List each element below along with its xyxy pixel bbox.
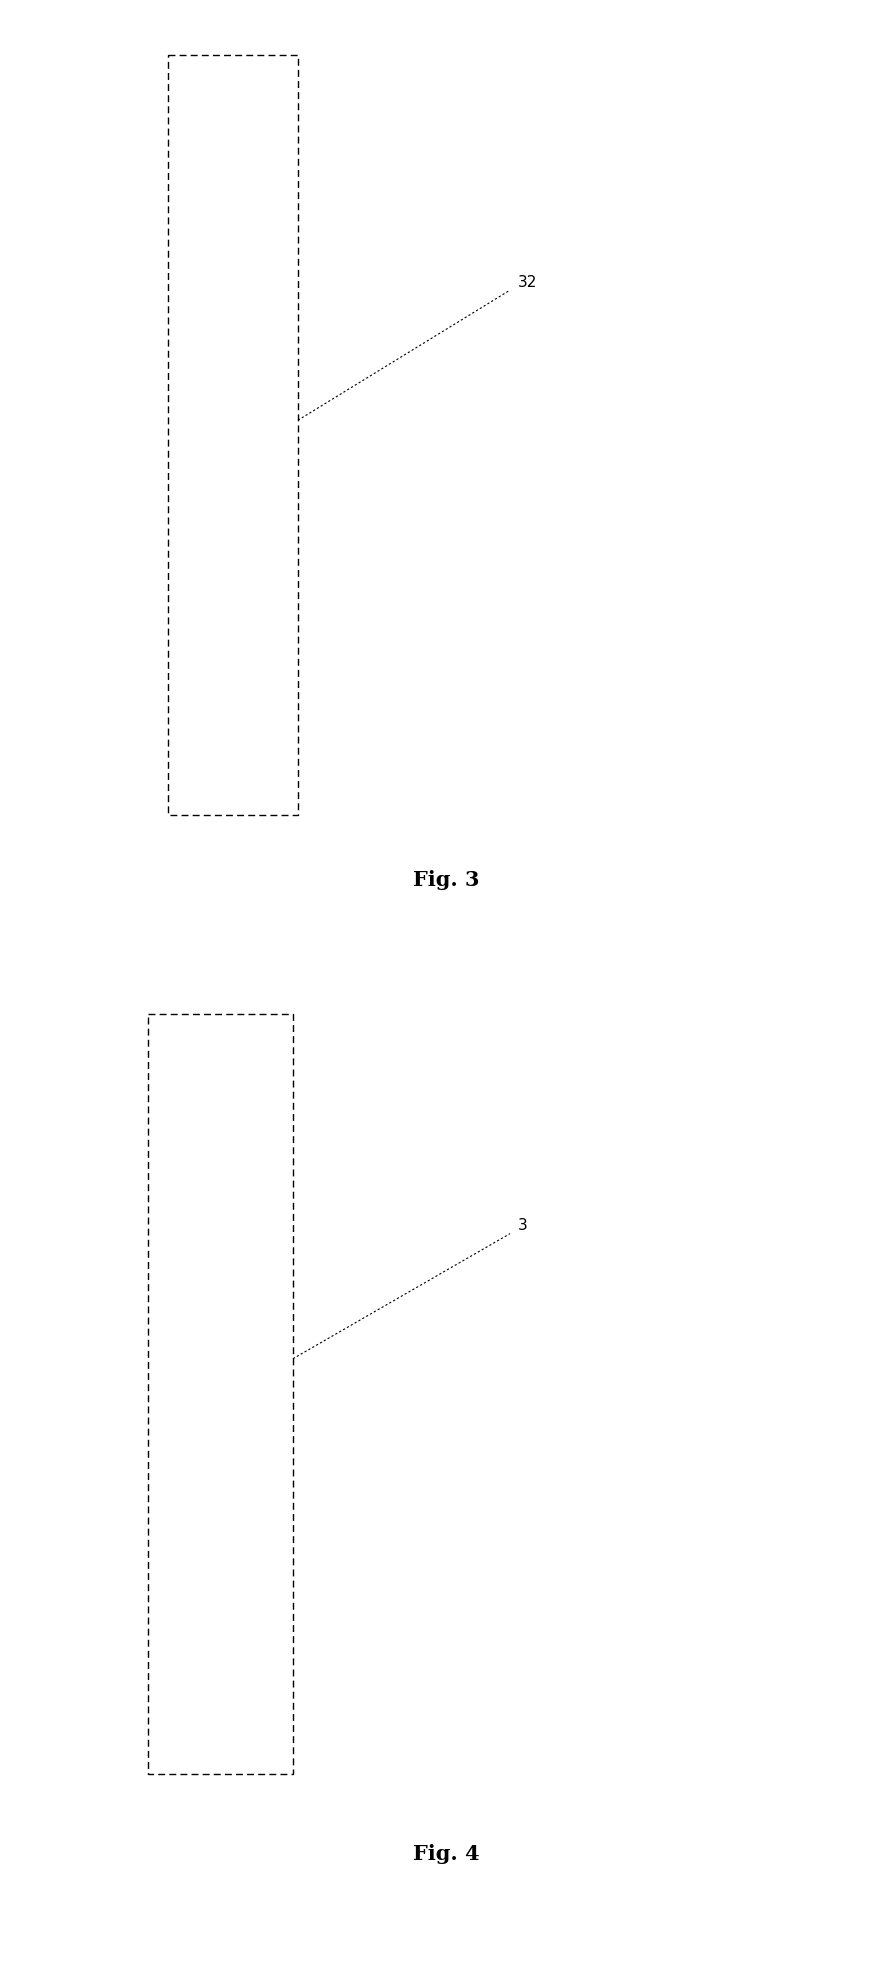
Text: Fig. 4: Fig. 4 (413, 1843, 479, 1865)
Text: 3: 3 (518, 1218, 528, 1233)
Bar (148, 1013, 293, 1774)
Bar (168, 55, 298, 816)
Text: 32: 32 (518, 275, 537, 289)
Text: Fig. 3: Fig. 3 (413, 871, 479, 891)
